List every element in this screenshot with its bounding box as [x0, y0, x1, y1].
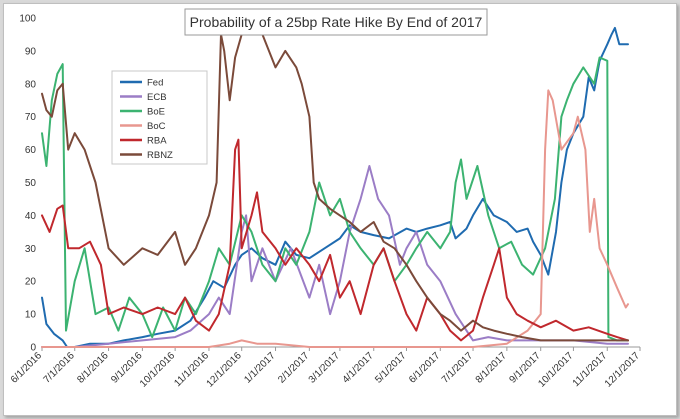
- legend-label-boe: BoE: [147, 107, 165, 118]
- legend-label-rba: RBA: [147, 136, 167, 147]
- y-tick-label: 60: [25, 145, 37, 156]
- x-axis-ticks: 6/1/20167/1/20168/1/20169/1/201610/1/201…: [9, 347, 643, 390]
- y-tick-label: 30: [25, 244, 37, 255]
- legend: Fed ECB BoE BoC RBA RBNZ: [111, 70, 208, 165]
- y-tick-label: 20: [25, 277, 37, 288]
- x-tick-label: 5/1/2017: [373, 350, 409, 386]
- x-tick-label: 3/1/2017: [307, 350, 343, 386]
- series-line-rba: [41, 138, 629, 342]
- legend-label-fed: Fed: [147, 78, 163, 89]
- series-line-boe: [41, 56, 629, 342]
- x-tick-label: 7/1/2016: [42, 350, 78, 386]
- legend-label-ecb: ECB: [147, 92, 167, 103]
- x-tick-label: 8/1/2016: [75, 350, 111, 386]
- y-tick-label: 100: [19, 14, 36, 25]
- y-tick-label: 40: [25, 211, 37, 222]
- series-line-rbnz: [41, 23, 629, 342]
- y-tick-label: 10: [25, 310, 37, 321]
- series-lines: [41, 23, 629, 348]
- x-tick-label: 10/1/2017: [536, 350, 576, 390]
- x-tick-label: 12/1/2016: [205, 350, 245, 390]
- x-tick-label: 2/1/2017: [276, 350, 312, 386]
- y-tick-label: 80: [25, 79, 37, 90]
- series-line-ecb: [41, 165, 629, 348]
- chart-title: Probability of a 25bp Rate Hike By End o…: [190, 14, 483, 30]
- y-axis-ticks: 0 10 20 30 40 50 60 70 80 90 100: [19, 14, 36, 354]
- y-tick-label: 70: [25, 112, 37, 123]
- x-tick-label: 4/1/2017: [341, 350, 377, 386]
- chart-frame: 0 10 20 30 40 50 60 70 80 90 100 6/1/2016 7/1/2016 8…: [3, 3, 677, 416]
- x-tick-label: 6/1/2016: [9, 350, 45, 386]
- x-tick-label: 7/1/2017: [440, 350, 476, 386]
- x-tick-label: 1/1/2017: [242, 350, 278, 386]
- y-tick-label: 0: [30, 343, 36, 354]
- legend-box: [111, 70, 208, 165]
- legend-label-rbnz: RBNZ: [147, 150, 173, 161]
- legend-label-boc: BoC: [147, 121, 166, 132]
- x-tick-label: 10/1/2016: [138, 350, 178, 390]
- series-line-boc: [41, 89, 629, 348]
- x-tick-label: 12/1/2017: [603, 350, 643, 390]
- x-tick-label: 6/1/2017: [407, 350, 443, 386]
- x-tick-label: 8/1/2017: [474, 350, 510, 386]
- y-tick-label: 50: [25, 178, 37, 189]
- y-tick-label: 90: [25, 46, 37, 57]
- chart-title-box: Probability of a 25bp Rate Hike By End o…: [184, 8, 488, 36]
